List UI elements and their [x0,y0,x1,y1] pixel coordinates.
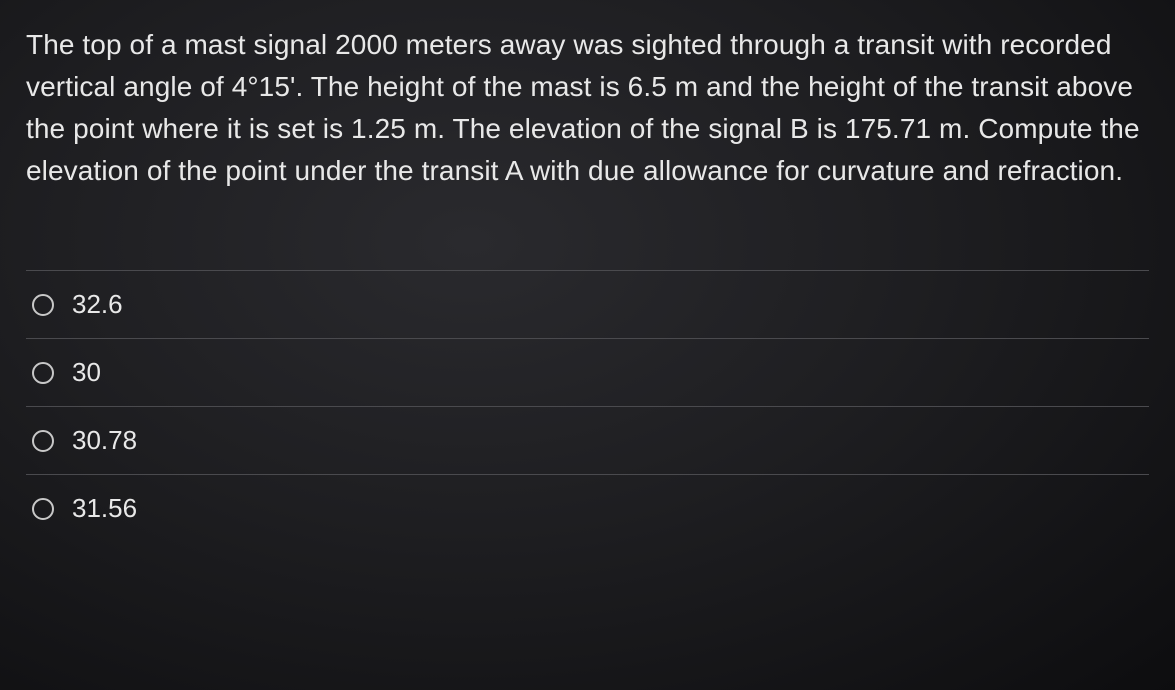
option-4[interactable]: 31.56 [26,474,1149,542]
option-2[interactable]: 30 [26,338,1149,406]
radio-icon [32,430,54,452]
option-label: 30.78 [72,425,137,456]
option-3[interactable]: 30.78 [26,406,1149,474]
radio-icon [32,294,54,316]
option-label: 31.56 [72,493,137,524]
options-list: 32.6 30 30.78 31.56 [26,270,1149,542]
option-label: 32.6 [72,289,123,320]
radio-icon [32,362,54,384]
radio-icon [32,498,54,520]
option-label: 30 [72,357,101,388]
option-1[interactable]: 32.6 [26,270,1149,338]
question-text: The top of a mast signal 2000 meters awa… [26,24,1149,192]
